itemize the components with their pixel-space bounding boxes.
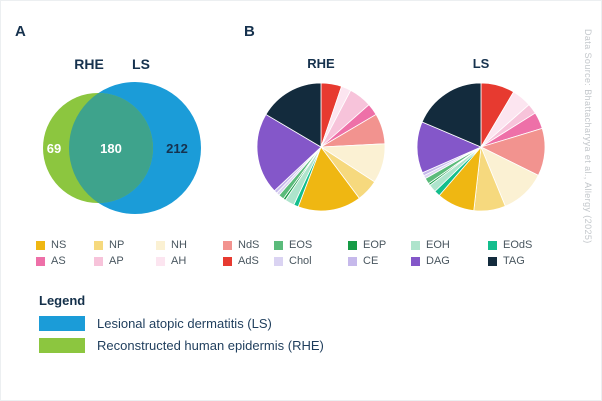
pie-rhe-title: RHE (307, 56, 335, 71)
pie-chart-ls: LS (411, 55, 551, 222)
category-item-nds: NdS (223, 239, 274, 251)
category-label-eop: EOP (363, 239, 387, 251)
legend-item-ls: Lesional atopic dermatitis (LS) (39, 316, 324, 331)
pie-slice-rhe-DAG (256, 114, 322, 192)
category-swatch-dag (411, 256, 420, 266)
pie-slice-rhe-TAG (265, 82, 322, 148)
category-item-eos: EOS (274, 239, 348, 251)
category-item-ap: AP (94, 255, 156, 267)
category-swatch-ce (348, 256, 357, 266)
category-swatch-ads (223, 256, 232, 266)
venn-right-value: 212 (166, 141, 188, 156)
panel-b-label: B (244, 23, 255, 40)
category-label-eoh: EOH (426, 239, 450, 251)
category-swatch-eos (274, 240, 283, 250)
category-label-ah: AH (171, 255, 187, 267)
pie-rhe-svg (256, 82, 386, 212)
venn-overlap-value: 180 (100, 141, 122, 156)
category-label-ns: NS (51, 239, 67, 251)
category-item-ce: CE (348, 255, 411, 267)
legend-block: Legend Lesional atopic dermatitis (LS) R… (39, 293, 324, 360)
category-swatch-eods (488, 240, 497, 250)
legend-item-ls-label: Lesional atopic dermatitis (LS) (97, 316, 272, 331)
pie-slice-rhe-NS (297, 146, 360, 212)
legend-item-rhe-label: Reconstructed human epidermis (RHE) (97, 338, 324, 353)
category-swatch-nds (223, 240, 232, 250)
venn-left-set-label: RHE (74, 56, 104, 72)
category-item-tag: TAG (488, 255, 550, 267)
pie-ls-svg (416, 82, 546, 212)
panel-a-label: A (15, 23, 26, 40)
category-swatch-as (36, 256, 45, 266)
category-item-eods: EOdS (488, 239, 550, 251)
category-label-nds: NdS (238, 239, 260, 251)
category-item-ads: AdS (223, 255, 274, 267)
category-swatch-ns (36, 240, 45, 250)
rhe-color-swatch (39, 338, 85, 353)
category-item-ns: NS (36, 239, 94, 251)
legend-item-rhe: Reconstructed human epidermis (RHE) (39, 338, 324, 353)
category-swatch-eop (348, 240, 357, 250)
category-swatch-ap (94, 256, 103, 266)
category-item-chol: Chol (274, 255, 348, 267)
category-item-ah: AH (156, 255, 223, 267)
category-label-ap: AP (109, 255, 124, 267)
category-item-eop: EOP (348, 239, 411, 251)
venn-left-value: 69 (47, 141, 61, 156)
category-swatch-chol (274, 256, 283, 266)
venn-overlap-region (69, 93, 153, 203)
category-label-eos: EOS (289, 239, 313, 251)
ls-color-swatch (39, 316, 85, 331)
category-swatch-ah (156, 256, 165, 266)
venn-right-set-label: LS (132, 56, 150, 72)
category-item-nh: NH (156, 239, 223, 251)
category-label-nh: NH (171, 239, 187, 251)
category-label-eods: EOdS (503, 239, 533, 251)
category-label-ads: AdS (238, 255, 259, 267)
source-note: Data Source: Bhattacharyya et al., Aller… (583, 29, 593, 244)
category-item-dag: DAG (411, 255, 488, 267)
category-swatch-tag (488, 256, 497, 266)
legend-heading: Legend (39, 293, 86, 308)
category-label-tag: TAG (503, 255, 525, 267)
category-swatch-eoh (411, 240, 420, 250)
category-label-np: NP (109, 239, 125, 251)
category-label-as: AS (51, 255, 66, 267)
category-swatch-nh (156, 240, 165, 250)
category-item-as: AS (36, 255, 94, 267)
category-label-chol: Chol (289, 255, 312, 267)
category-swatch-np (94, 240, 103, 250)
category-label-ce: CE (363, 255, 379, 267)
venn-svg: RHE LS 69 180 212 (43, 56, 201, 214)
venn-diagram: RHE LS 69 180 212 (11, 41, 231, 226)
category-label-dag: DAG (426, 255, 450, 267)
pie-slice-ls-TAG (421, 82, 482, 148)
pie-ls-title: LS (472, 56, 490, 71)
category-item-eoh: EOH (411, 239, 488, 251)
category-item-np: NP (94, 239, 156, 251)
category-legend: NS NP NH NdS EOS EOP EOH EOdS AS AP AH AdS Chol CE DAG… (36, 237, 550, 269)
pie-chart-rhe: RHE (251, 55, 391, 222)
